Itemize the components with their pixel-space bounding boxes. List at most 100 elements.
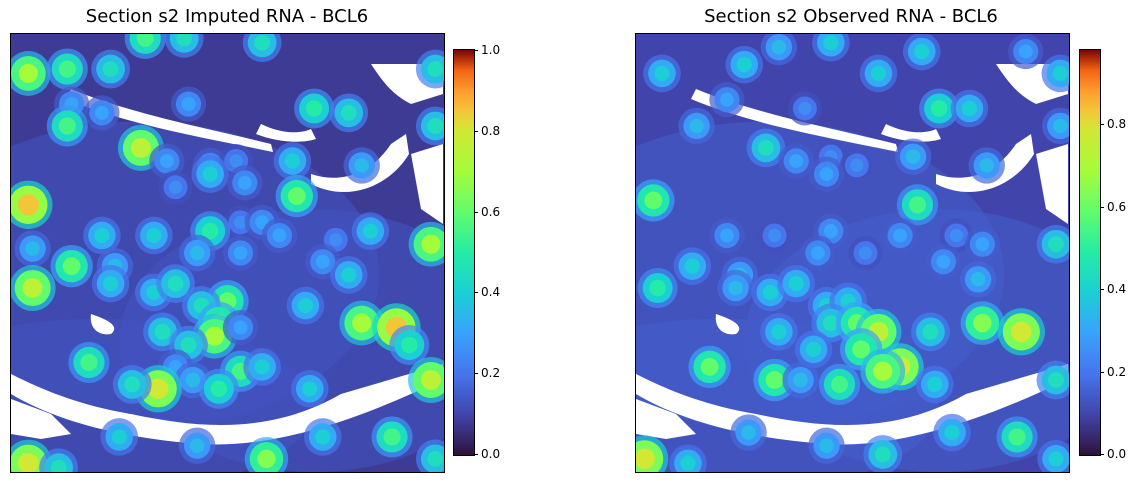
expression-spot: [415, 106, 444, 146]
expression-spot: [859, 54, 898, 93]
expression-spot: [178, 234, 216, 272]
colorbar-tick-label: 1.0: [481, 43, 501, 57]
expression-spot: [915, 365, 954, 404]
colorbar-tick-mark: [1100, 207, 1104, 208]
expression-spot: [896, 184, 939, 226]
colorbar-tick-label: 0.2: [1107, 365, 1127, 379]
expression-spot: [39, 448, 79, 472]
expression-spot: [11, 51, 51, 96]
expression-spot: [753, 358, 796, 402]
expression-spot: [673, 247, 712, 285]
observed-heatmap: [635, 33, 1070, 473]
expression-spot: [812, 34, 850, 62]
expression-spot: [290, 369, 329, 408]
expression-spot: [757, 218, 792, 253]
expression-spot: [636, 179, 675, 222]
colorbar-tick-label: 0.6: [481, 205, 501, 219]
expression-spot: [11, 180, 53, 230]
expression-spot: [725, 45, 764, 84]
expression-spot: [68, 341, 110, 384]
expression-spot: [933, 413, 971, 452]
colorbar-tick-label: 0.0: [481, 447, 501, 461]
colorbar-tick-mark: [1100, 454, 1104, 455]
colorbar-tick-mark: [1100, 289, 1104, 290]
expression-spot: [242, 34, 282, 63]
imputed-heatmap: [10, 33, 445, 473]
expression-spot: [894, 138, 932, 175]
expression-spot: [158, 170, 193, 205]
colorbar-tick-label: 0.6: [1107, 200, 1127, 214]
expression-spot: [1008, 34, 1044, 70]
expression-spot: [286, 286, 325, 325]
expression-spot: [950, 89, 989, 128]
expression-spot: [1037, 440, 1069, 472]
expression-spot: [919, 88, 960, 129]
tissue-gap: [936, 134, 1034, 193]
expression-spot: [882, 217, 918, 254]
expression-spot: [50, 244, 93, 288]
expression-spot: [760, 313, 798, 351]
expression-spot: [996, 416, 1038, 458]
colorbar-tick-label: 0.8: [1107, 117, 1127, 131]
expression-spot: [787, 91, 822, 126]
expression-spot: [808, 427, 845, 464]
expression-spot: [839, 148, 874, 183]
expression-spot: [351, 212, 390, 250]
expression-spot: [959, 261, 997, 298]
expression-spot: [1036, 224, 1069, 264]
expression-spot: [91, 264, 130, 303]
expression-spot: [91, 49, 130, 89]
expression-spot: [688, 345, 731, 389]
tissue-gap: [1036, 144, 1068, 224]
expression-spot: [808, 156, 845, 192]
expression-spot: [717, 269, 754, 307]
expression-spot: [911, 312, 950, 352]
expression-spot: [709, 82, 745, 118]
tissue-gap: [66, 89, 273, 152]
tissue-gap: [11, 399, 71, 439]
expression-spot: [760, 34, 798, 66]
colorbar-tick-label: 0.4: [481, 285, 501, 299]
expression-spot: [1042, 107, 1069, 145]
tissue-gap: [90, 314, 115, 335]
expression-spot: [198, 368, 239, 409]
expression-spot: [746, 128, 786, 168]
expression-spot: [243, 348, 281, 386]
expression-spot: [637, 268, 678, 309]
expression-spot: [164, 34, 204, 58]
expression-spot: [800, 235, 836, 271]
expression-spot: [408, 221, 444, 267]
expression-spot: [261, 217, 298, 254]
expression-spot: [222, 235, 259, 271]
expression-spot: [46, 48, 88, 90]
expression-spot: [294, 88, 335, 129]
observed-heatmap-canvas: [636, 34, 1069, 472]
expression-spot: [902, 34, 941, 71]
expression-spot: [1041, 54, 1069, 93]
expression-spot: [389, 324, 430, 365]
expression-spot: [669, 444, 707, 472]
tissue-gap: [256, 124, 316, 142]
expression-spot: [100, 418, 139, 456]
expression-spot: [84, 95, 120, 131]
expression-spot: [329, 93, 369, 133]
expression-spot: [135, 216, 173, 255]
expression-spot: [46, 105, 88, 147]
expression-spot: [968, 147, 1005, 184]
expression-spot: [227, 165, 263, 201]
expression-spot: [678, 107, 715, 145]
expression-spot: [415, 439, 444, 472]
imputed-colorbar: [453, 49, 475, 456]
expression-spot: [408, 357, 444, 404]
expression-spot: [191, 155, 229, 193]
expression-spot: [415, 49, 444, 89]
colorbar-tick-label: 0.2: [481, 366, 501, 380]
expression-spot: [863, 435, 903, 472]
imputed-heatmap-canvas: [11, 34, 444, 472]
expression-spot: [149, 143, 185, 179]
expression-spot: [244, 437, 289, 472]
expression-spot: [778, 143, 814, 179]
colorbar-tick-mark: [474, 373, 478, 374]
expression-spot: [303, 418, 342, 456]
expression-spot: [848, 236, 883, 270]
